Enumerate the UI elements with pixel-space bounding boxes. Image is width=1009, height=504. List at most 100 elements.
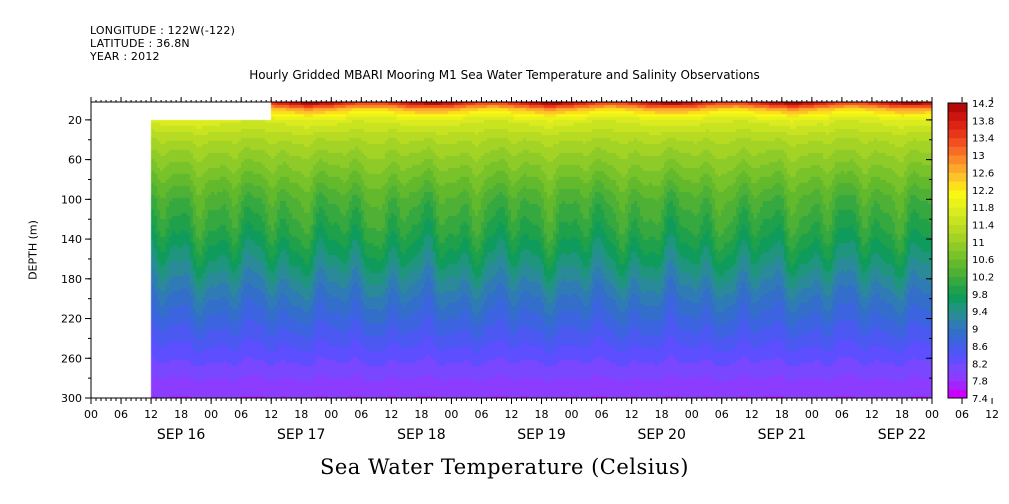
x-hour-label: 12 bbox=[264, 408, 278, 421]
colorbar-swatch bbox=[948, 337, 967, 347]
x-day-label: SEP 21 bbox=[758, 427, 806, 443]
y-tick-label: 300 bbox=[61, 392, 82, 405]
x-hour-label: 00 bbox=[324, 408, 338, 421]
x-hour-label: 00 bbox=[84, 408, 98, 421]
x-hour-label: 00 bbox=[925, 408, 939, 421]
colorbar-label: 11.4 bbox=[972, 220, 994, 231]
colorbar-swatch bbox=[948, 389, 967, 399]
colorbar-swatch bbox=[948, 311, 967, 321]
x-hour-label: 12 bbox=[745, 408, 759, 421]
x-hour-label: 06 bbox=[474, 408, 488, 421]
colorbar-label: 11.8 bbox=[972, 203, 994, 214]
x-hour-label: 06 bbox=[835, 408, 849, 421]
colorbar-swatch bbox=[948, 363, 967, 373]
colorbar-swatch bbox=[948, 293, 967, 304]
colorbar-swatch bbox=[948, 224, 967, 234]
longitude-label: LONGITUDE : 122W(-122) bbox=[90, 24, 236, 37]
x-hour-label: 18 bbox=[655, 408, 669, 421]
colorbar-label: 9.8 bbox=[972, 290, 988, 301]
colorbar-label: 8.2 bbox=[972, 359, 988, 370]
x-hour-label: 06 bbox=[955, 408, 969, 421]
colorbar-swatch bbox=[948, 371, 967, 382]
colorbar-swatch bbox=[948, 129, 967, 139]
latitude-label: LATITUDE : 36.8N bbox=[90, 37, 190, 50]
colorbar-swatch bbox=[948, 319, 967, 330]
x-day-label: SEP 22 bbox=[878, 427, 926, 443]
heatmap-plot-area bbox=[91, 102, 932, 398]
x-day-label: SEP 20 bbox=[637, 427, 685, 443]
x-hour-label: 18 bbox=[414, 408, 428, 421]
colorbar-swatch bbox=[948, 233, 967, 243]
x-hour-label: 12 bbox=[865, 408, 879, 421]
colorbar-swatch bbox=[948, 181, 967, 191]
y-tick-label: 140 bbox=[61, 233, 82, 246]
colorbar-label: 9.4 bbox=[972, 307, 988, 318]
x-hour-label: 12 bbox=[384, 408, 398, 421]
colorbar-label: 13 bbox=[972, 151, 985, 162]
x-hour-label: 12 bbox=[144, 408, 158, 421]
x-hour-label: 12 bbox=[505, 408, 519, 421]
colorbar-label: 12.6 bbox=[972, 168, 994, 179]
x-hour-label: 18 bbox=[174, 408, 188, 421]
x-hour-label: 00 bbox=[805, 408, 819, 421]
y-tick-label: 220 bbox=[61, 313, 82, 326]
colorbar-label: 9 bbox=[972, 325, 978, 336]
colorbar-swatch bbox=[948, 120, 967, 130]
colorbar-swatch bbox=[948, 250, 967, 260]
colorbar-swatch bbox=[948, 328, 967, 338]
colorbar-label: 11 bbox=[972, 238, 985, 249]
colorbar-swatch bbox=[948, 137, 967, 147]
x-hour-label: 06 bbox=[114, 408, 128, 421]
x-hour-label: 00 bbox=[565, 408, 579, 421]
colorbar: 14.2 13.8 13.4 13 12.6 12.2 11.8 11.4 11 10.6 10.2… bbox=[947, 99, 994, 405]
x-day-label: SEP 17 bbox=[277, 427, 325, 443]
x-hour-label: 18 bbox=[294, 408, 308, 421]
x-hour-label: 12 bbox=[625, 408, 639, 421]
colorbar-label: 7.4 bbox=[972, 394, 988, 405]
colorbar-label: 10.6 bbox=[972, 255, 994, 266]
colorbar-swatch bbox=[948, 189, 967, 199]
colorbar-swatch bbox=[948, 259, 967, 269]
x-day-label: SEP 19 bbox=[517, 427, 565, 443]
colorbar-swatch bbox=[948, 207, 967, 217]
colorbar-label: 8.6 bbox=[972, 342, 988, 353]
x-hour-label: 06 bbox=[715, 408, 729, 421]
colorbar-swatch bbox=[948, 155, 967, 165]
x-hour-label: 18 bbox=[535, 408, 549, 421]
x-hour-label: 12 bbox=[985, 408, 999, 421]
x-day-label: SEP 16 bbox=[157, 427, 206, 443]
colorbar-frame bbox=[947, 102, 968, 399]
y-tick-label: 260 bbox=[61, 352, 82, 365]
colorbar-swatch bbox=[948, 285, 967, 295]
colorbar-swatch bbox=[948, 172, 967, 182]
colorbar-label: 7.8 bbox=[972, 377, 988, 388]
colorbar-label: 12.2 bbox=[972, 186, 994, 197]
x-axis-title: Sea Water Temperature (Celsius) bbox=[319, 455, 689, 479]
colorbar-swatch bbox=[948, 380, 967, 390]
x-hour-label: 00 bbox=[685, 408, 699, 421]
x-hour-label: 06 bbox=[595, 408, 609, 421]
y-tick-label: 60 bbox=[68, 154, 82, 167]
colorbar-swatch bbox=[948, 103, 967, 113]
temperature-field-image bbox=[91, 102, 932, 398]
colorbar-label: 13.4 bbox=[972, 134, 994, 145]
colorbar-swatch bbox=[948, 215, 967, 225]
x-hour-label: 00 bbox=[204, 408, 218, 421]
colorbar-label: 10.2 bbox=[972, 273, 994, 284]
x-hour-label: 06 bbox=[234, 408, 248, 421]
chart-title: Hourly Gridded MBARI Mooring M1 Sea Wate… bbox=[249, 68, 760, 82]
x-hour-label: 00 bbox=[444, 408, 458, 421]
colorbar-swatch bbox=[948, 146, 967, 156]
colorbar-swatch bbox=[948, 241, 967, 251]
x-hour-label: 06 bbox=[354, 408, 368, 421]
y-tick-label: 180 bbox=[61, 273, 82, 286]
colorbar-swatch bbox=[948, 302, 967, 312]
colorbar-label: 13.8 bbox=[972, 116, 994, 127]
colorbar-swatch bbox=[948, 345, 967, 356]
y-tick-label: 20 bbox=[68, 114, 82, 127]
colorbar-label: 14.2 bbox=[972, 99, 994, 110]
x-day-label: SEP 18 bbox=[397, 427, 445, 443]
colorbar-swatch bbox=[948, 198, 967, 208]
